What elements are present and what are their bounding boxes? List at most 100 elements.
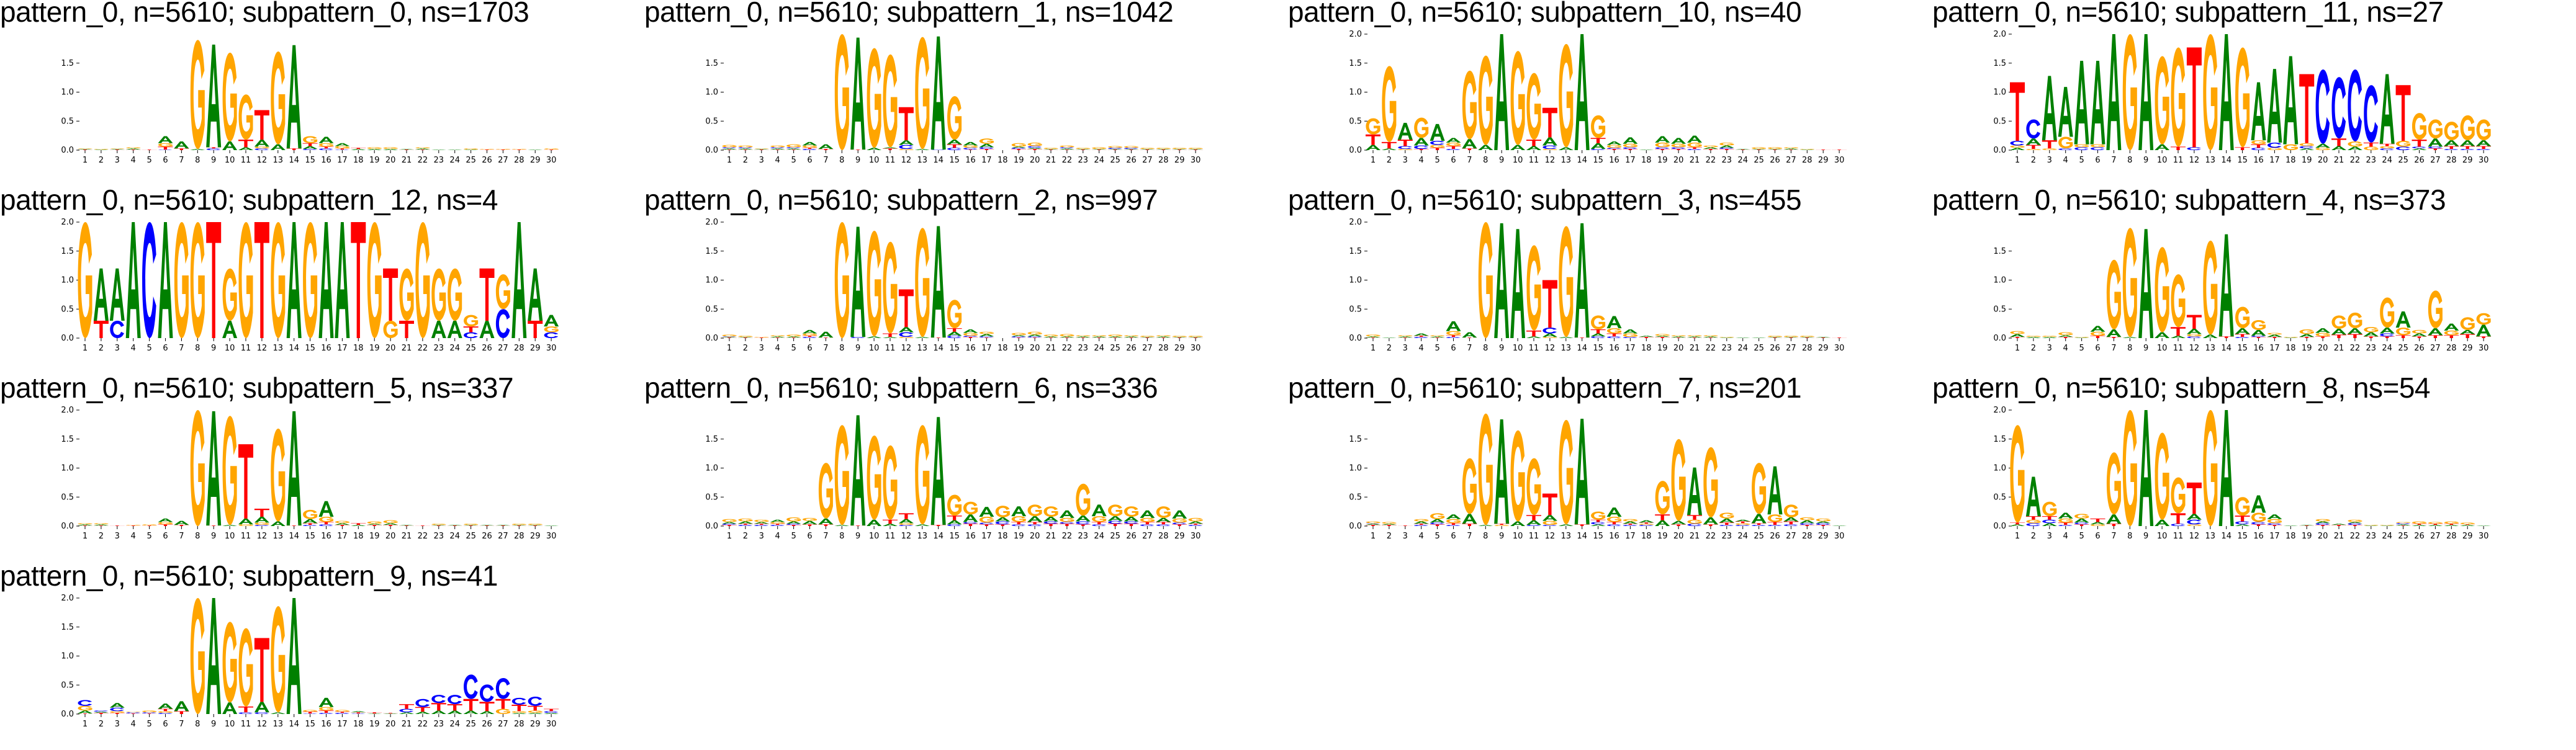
logo-letter-A (351, 149, 366, 150)
x-tick-label: 20 (1030, 156, 1040, 165)
logo-letter-A (1767, 466, 1783, 515)
x-tick-label: 8 (2127, 344, 2132, 353)
logo-letter-T (158, 146, 173, 150)
logo-letter-T (2171, 513, 2186, 524)
logo-letter-G (2412, 521, 2427, 524)
logo-letter-A (2155, 332, 2170, 338)
logo-letter-G (2090, 144, 2105, 148)
x-tick-label: 12 (901, 344, 912, 353)
logo-letter-T (109, 713, 125, 714)
logo-letter-G (190, 410, 205, 526)
logo-letter-T (1413, 524, 1429, 525)
logo-letter-T (979, 524, 994, 526)
logo-letter-G (2122, 410, 2137, 526)
logo-letter-T (351, 712, 366, 714)
logo-letter-C (126, 712, 140, 714)
logo-letter-A (930, 417, 946, 525)
logo-letter-A (270, 712, 286, 714)
logo-letter-T (802, 148, 817, 150)
logo-letter-A (867, 148, 882, 150)
logo-letter-C (2396, 146, 2410, 150)
x-tick-label: 19 (1657, 344, 1668, 353)
logo-letter-T (1140, 337, 1155, 338)
logo-letter-C (995, 521, 1010, 525)
x-tick-label: 1 (2015, 156, 2020, 165)
logo-letter-A (1639, 336, 1654, 337)
logo-letter-T (254, 638, 269, 702)
logo-letter-G (2428, 290, 2443, 329)
logo-letter-G (1526, 73, 1541, 140)
y-tick-label: 1.5 (1349, 435, 1362, 444)
logo-letter-A (431, 710, 446, 714)
logo-letter-A (2155, 144, 2170, 150)
logo-letter-A (1011, 146, 1027, 148)
logo-letter-A (2138, 229, 2154, 338)
logo-letter-G (367, 147, 382, 150)
logo-letter-A (1107, 516, 1123, 521)
logo-letter-C (786, 524, 801, 525)
logo-letter-A (2171, 336, 2186, 338)
y-tick-label: 0.5 (1993, 305, 2006, 314)
logo-letter-C (1591, 149, 1605, 150)
logo-letter-T (2379, 336, 2395, 338)
logo-letter-A (2476, 324, 2492, 337)
logo-letter-C (94, 710, 108, 712)
logo-letter-G (528, 710, 543, 713)
y-tick-label: 0.0 (705, 522, 718, 531)
logo-panel: pattern_0, n=5610; subpattern_3, ns=455 0… (1288, 184, 1932, 374)
logo-letter-C (2380, 333, 2394, 337)
logo-letter-G (947, 494, 962, 516)
logo-letter-A (158, 136, 173, 143)
logo-letter-A (1027, 516, 1043, 522)
logo-letter-A (1623, 137, 1638, 144)
logo-letter-G (1510, 430, 1525, 522)
x-tick-label: 19 (2302, 156, 2312, 165)
logo-letter-C (722, 336, 737, 337)
logo-letter-G (1366, 521, 1380, 524)
logo-letter-C (2074, 522, 2089, 525)
x-tick-label: 15 (2237, 532, 2248, 541)
logo-letter-A (2186, 329, 2202, 334)
x-tick-label: 20 (385, 720, 396, 729)
x-tick-label: 15 (2237, 156, 2248, 165)
logo-letter-C (2331, 77, 2346, 139)
logo-letter-C (802, 149, 817, 150)
logo-letter-G (2315, 148, 2330, 150)
logo-letter-A (737, 521, 753, 524)
logo-letter-A (1124, 517, 1139, 522)
logo-letter-G (1430, 513, 1445, 519)
logo-letter-A (1059, 148, 1074, 150)
logo-letter-A (1059, 336, 1074, 338)
x-tick-label: 30 (2479, 344, 2489, 353)
panel-title: pattern_0, n=5610; subpattern_5, ns=337 (0, 372, 514, 404)
sequence-logo: 0.00.51.01.51 2 3 4 5 6 7 8 9 10 11 12 13 14 15 16 17 18 1… (705, 415, 1204, 541)
x-tick-label: 15 (949, 156, 960, 165)
logo-letter-C (770, 525, 785, 526)
x-tick-label: 6 (163, 720, 168, 729)
logo-letter-T (1542, 493, 1557, 516)
x-tick-label: 24 (2382, 156, 2392, 165)
logo-letter-G (303, 136, 318, 143)
y-tick-label: 0.5 (1349, 117, 1362, 126)
logo-letter-T (2010, 337, 2025, 338)
x-tick-label: 19 (1014, 156, 1024, 165)
logo-letter-T (802, 524, 817, 526)
logo-letter-C (1526, 525, 1541, 526)
logo-letter-G (1108, 146, 1123, 148)
logo-letter-C (1671, 147, 1686, 150)
x-tick-label: 26 (482, 156, 492, 165)
x-tick-label: 24 (1737, 344, 1748, 353)
x-tick-label: 14 (289, 156, 299, 165)
logo-letter-T (2444, 524, 2459, 525)
logo-letter-G (383, 520, 398, 524)
logo-letter-C (1606, 148, 1621, 150)
logo-letter-G (1156, 506, 1171, 518)
x-tick-label: 17 (981, 156, 992, 165)
x-tick-label: 2 (1387, 532, 1392, 541)
logo-letter-G (2364, 327, 2379, 333)
logo-letter-T (2460, 524, 2475, 525)
x-tick-label: 4 (2063, 344, 2068, 353)
logo-letter-C (1752, 525, 1766, 526)
logo-letter-A (1655, 336, 1670, 337)
logo-letter-G (1076, 148, 1091, 150)
